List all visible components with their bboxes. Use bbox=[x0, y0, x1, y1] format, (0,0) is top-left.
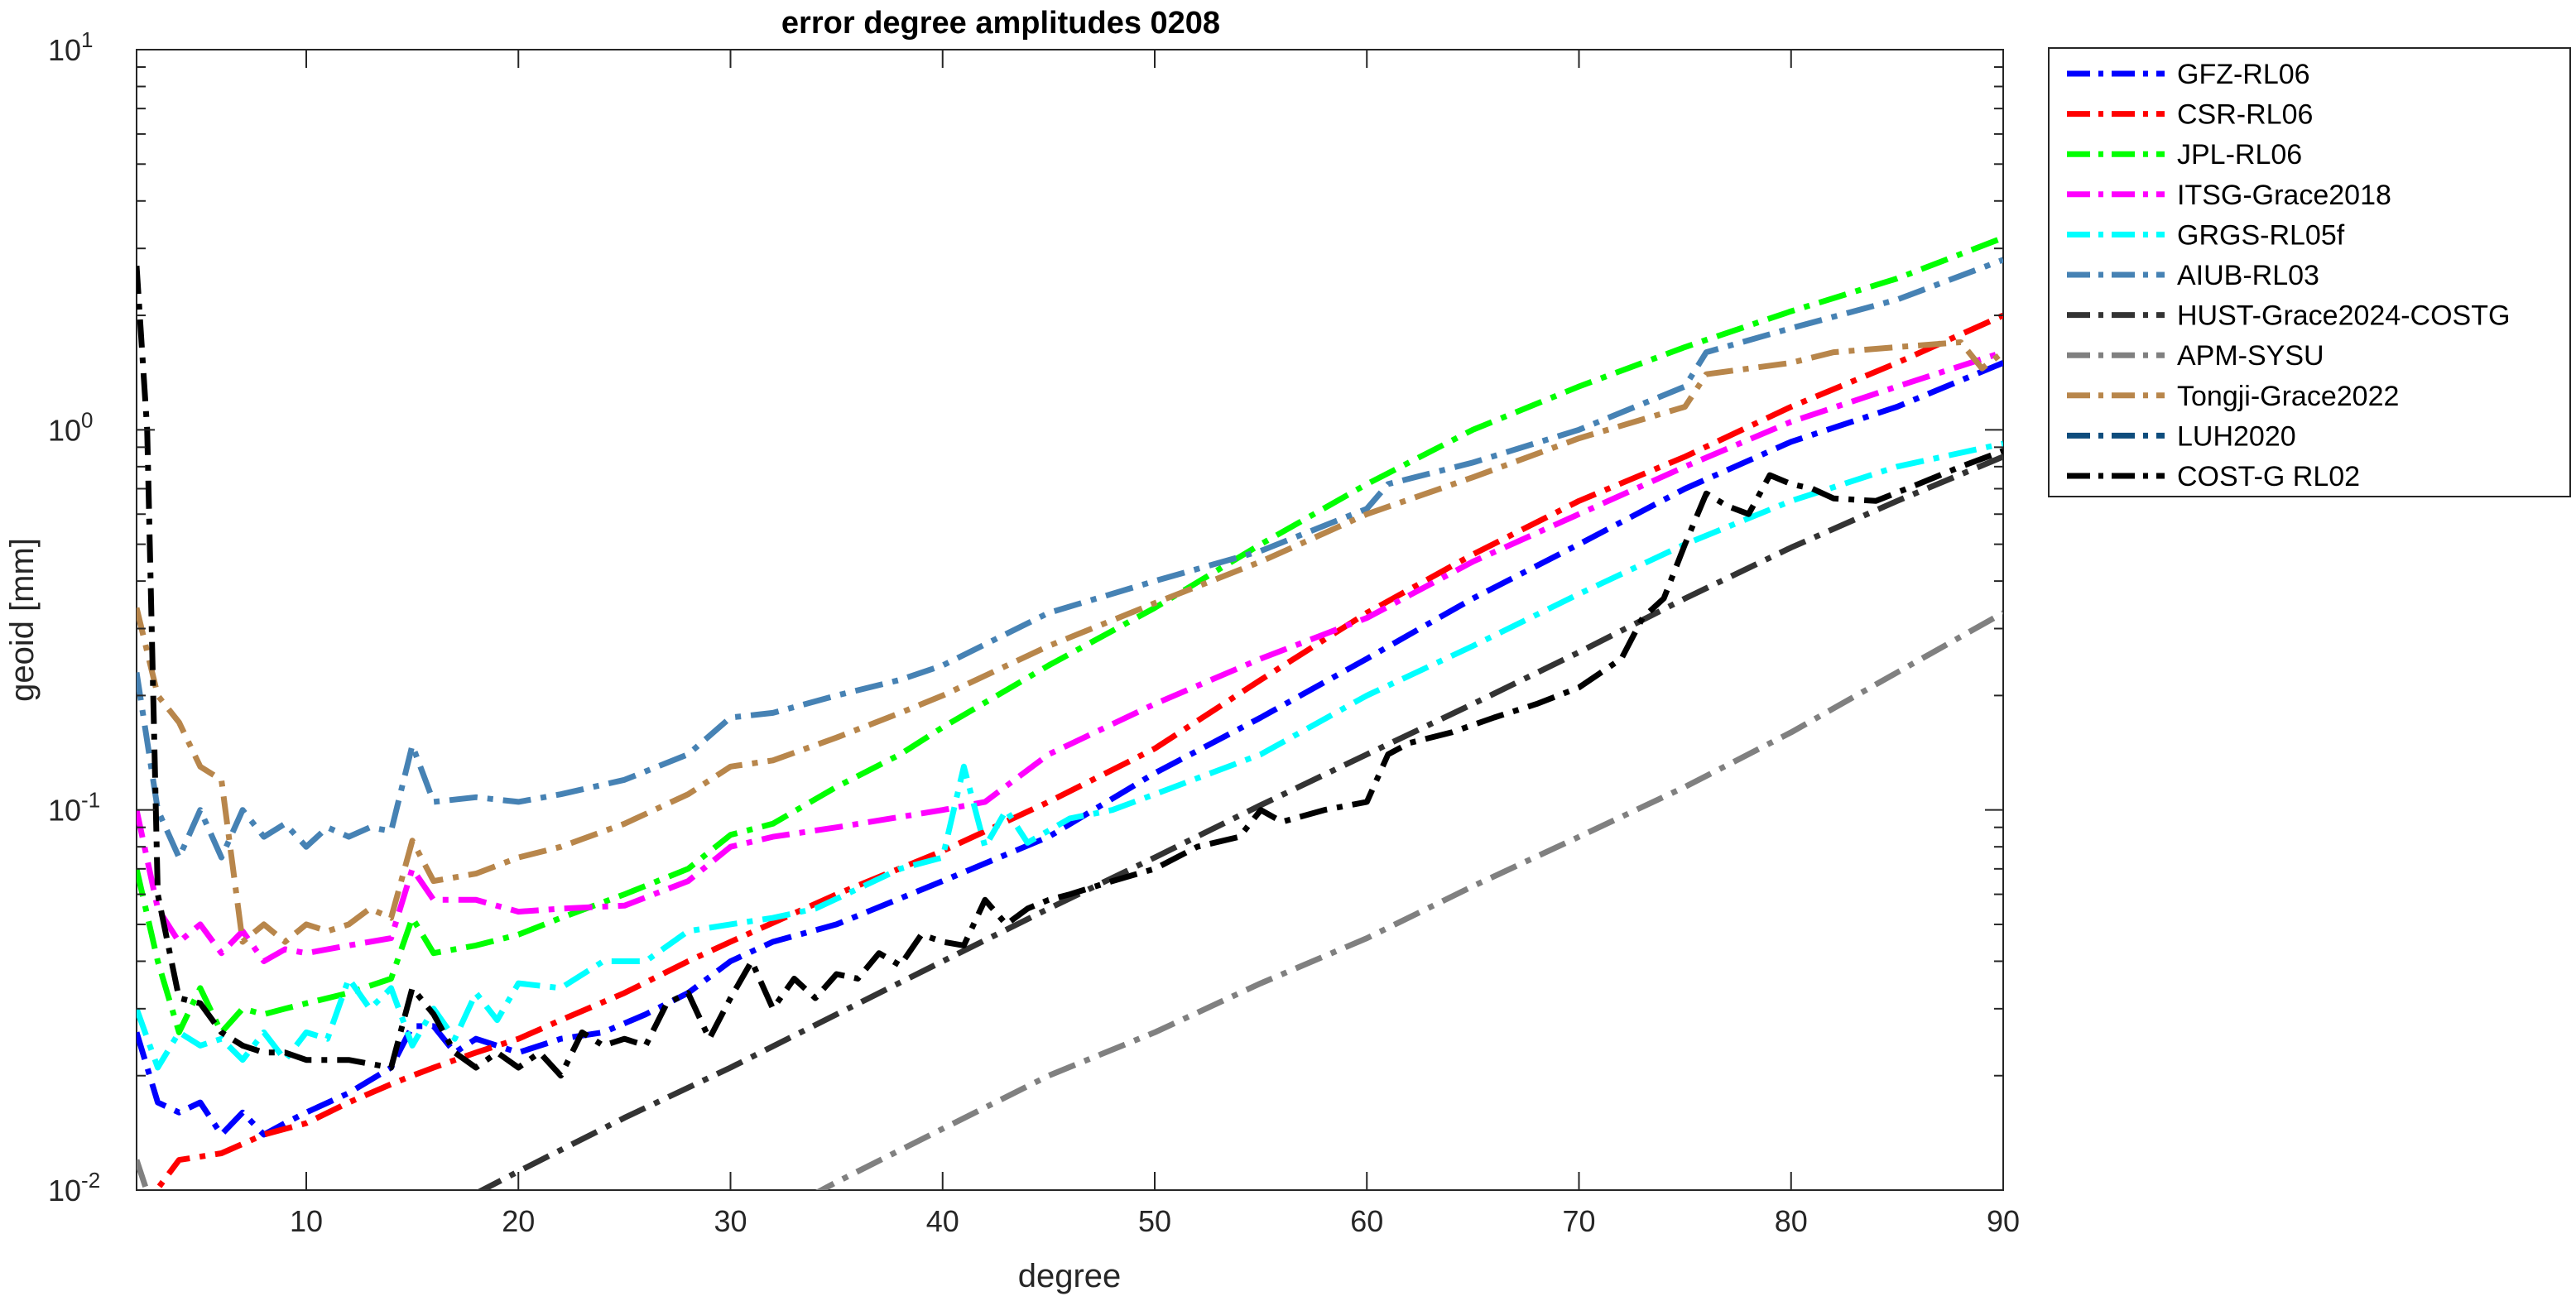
series-line-itsg-grace2018 bbox=[137, 349, 2003, 964]
series-layer bbox=[137, 235, 2003, 1190]
series-line-cost-g-rl02 bbox=[137, 265, 2003, 1079]
x-tick-label: 80 bbox=[1775, 1204, 1808, 1238]
legend-label: GRGS-RL05f bbox=[2177, 219, 2345, 251]
series-line-csr-rl06 bbox=[152, 312, 2003, 1190]
legend-label: JPL-RL06 bbox=[2177, 139, 2302, 170]
x-tick-label: 60 bbox=[1350, 1204, 1383, 1238]
y-tick-label: 100 bbox=[48, 407, 94, 447]
series-line-apm-sysu bbox=[137, 610, 2003, 1190]
legend-label: APM-SYSU bbox=[2177, 340, 2324, 372]
x-tick-label: 90 bbox=[1987, 1204, 2020, 1238]
x-tick-label: 40 bbox=[926, 1204, 959, 1238]
x-axis-label: degree bbox=[1018, 1258, 1122, 1294]
series-line-jpl-rl06 bbox=[137, 235, 2003, 1035]
legend-label: ITSG-Grace2018 bbox=[2177, 180, 2391, 211]
series-line-hust-grace2024-costg bbox=[476, 454, 2003, 1190]
x-tick-label: 70 bbox=[1562, 1204, 1595, 1238]
y-tick-label: 10-1 bbox=[48, 788, 100, 828]
x-tick-label: 30 bbox=[714, 1204, 747, 1238]
legend-label: LUH2020 bbox=[2177, 420, 2296, 452]
x-tick-label: 10 bbox=[290, 1204, 323, 1238]
legend-label: CSR-RL06 bbox=[2177, 99, 2313, 131]
legend-box bbox=[2048, 47, 2571, 497]
legend-label: COST-G RL02 bbox=[2177, 461, 2360, 492]
y-tick-label: 101 bbox=[48, 27, 94, 67]
x-tick-label: 50 bbox=[1138, 1204, 1171, 1238]
x-tick-label: 20 bbox=[502, 1204, 535, 1238]
series-line-aiub-rl03 bbox=[137, 257, 2003, 861]
axes-layer: 10 20 30 40 50 60 70 80 90 10-2 10-1 100 101 bbox=[48, 27, 2020, 1238]
y-axis-label: geoid [mm] bbox=[4, 538, 41, 702]
legend-label: AIUB-RL03 bbox=[2177, 260, 2319, 291]
legend-items: GFZ-RL06 CSR-RL06 JPL-RL06 ITSG-Grace2018 GR… bbox=[2067, 59, 2510, 492]
legend-label: HUST-Grace2024-COSTG bbox=[2177, 300, 2510, 332]
legend-label: GFZ-RL06 bbox=[2177, 59, 2310, 90]
legend-label: Tongji-Grace2022 bbox=[2177, 381, 2399, 412]
y-tick-label: 10-2 bbox=[48, 1168, 100, 1207]
series-line-tongji-grace2022 bbox=[137, 339, 2003, 945]
plot-area bbox=[136, 49, 2004, 1191]
legend: GFZ-RL06 CSR-RL06 JPL-RL06 ITSG-Grace2018 GR… bbox=[2048, 47, 2571, 497]
chart-title: error degree amplitudes 0208 bbox=[781, 6, 1220, 41]
